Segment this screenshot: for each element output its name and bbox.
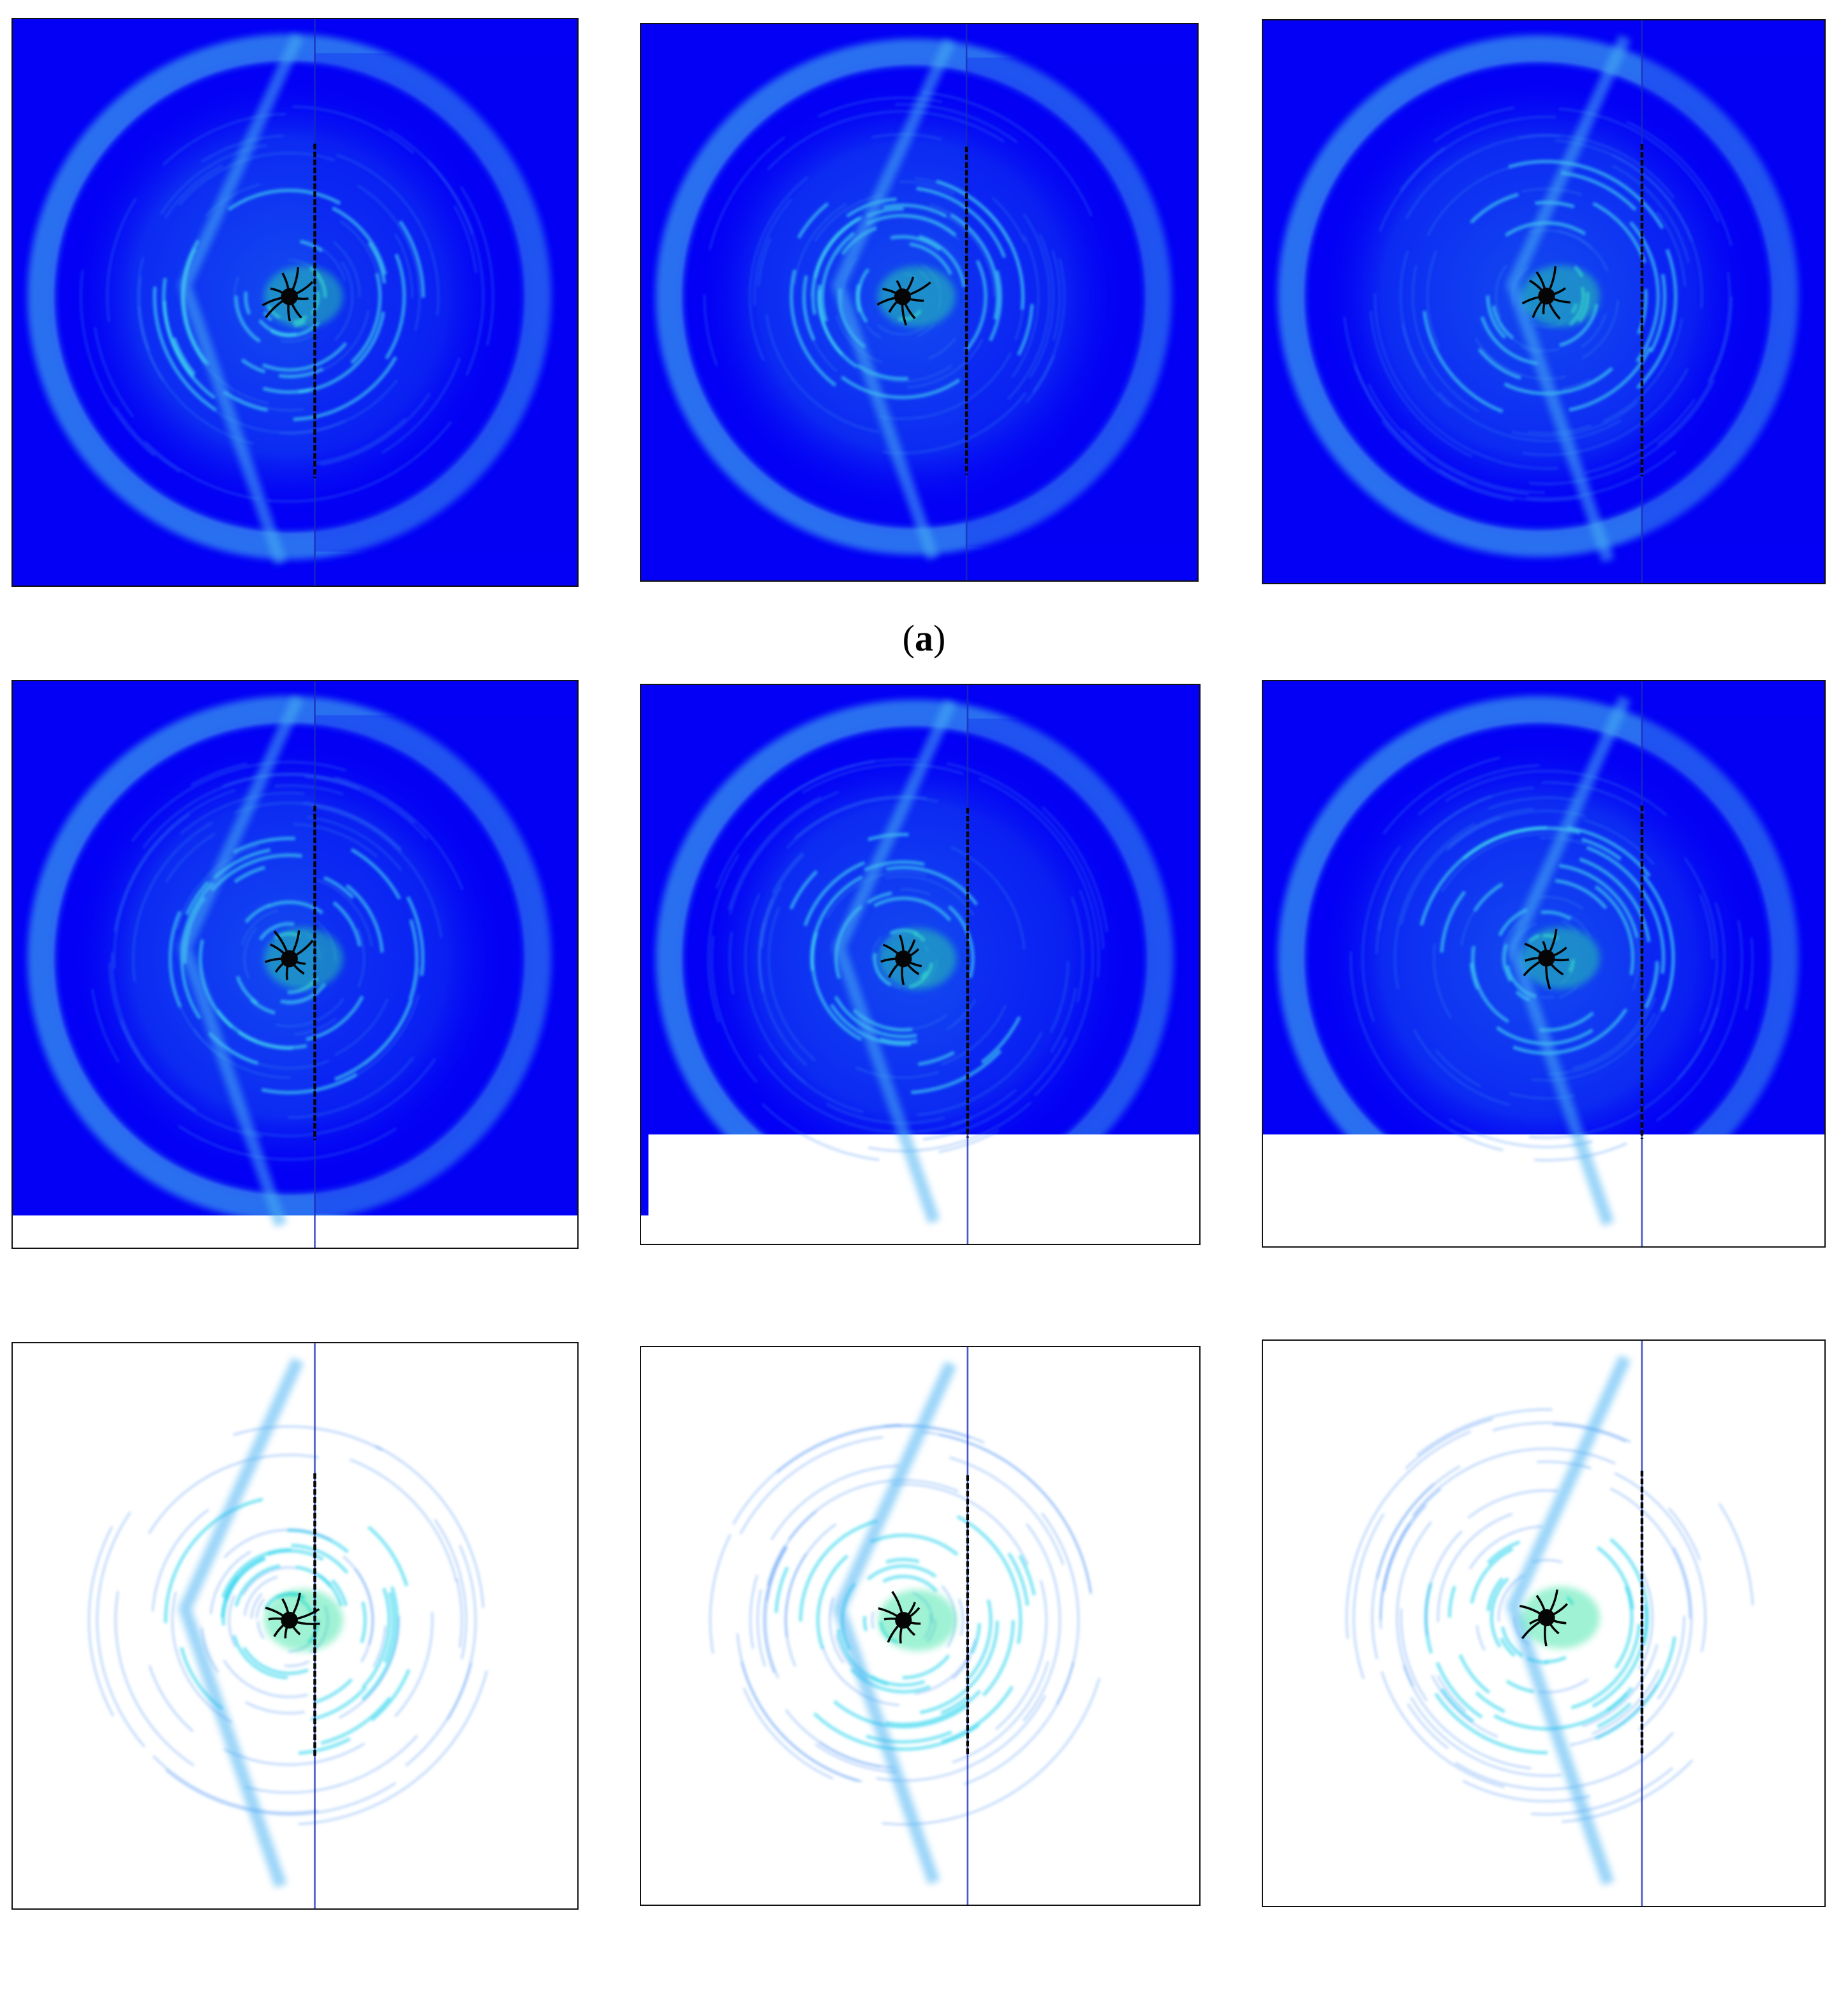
wave-field-svg <box>1263 1341 1824 1906</box>
highlight-zone <box>264 1589 343 1651</box>
panel-c-2 <box>641 1347 1199 1905</box>
highlight-zone <box>1521 265 1600 327</box>
panel-a-1 <box>13 19 577 586</box>
caption-b: (b) <box>0 1278 1848 1323</box>
panel-b-3 <box>1263 681 1824 1246</box>
highlight-zone <box>264 265 343 328</box>
panel-c-1 <box>13 1343 577 1908</box>
wave-field-svg <box>641 1347 1199 1905</box>
wave-field-svg <box>641 685 1199 1244</box>
wave-field-svg <box>13 1343 577 1908</box>
wave-field-svg <box>13 681 577 1248</box>
panel-b-1 <box>13 681 577 1248</box>
caption-c: (c) <box>0 1940 1848 1985</box>
panel-a-3 <box>1263 20 1824 583</box>
wave-field-svg <box>1263 20 1824 583</box>
panel-b-2 <box>641 685 1199 1244</box>
panel-c-3 <box>1263 1341 1824 1906</box>
highlight-zone <box>878 266 956 327</box>
wave-field-svg <box>641 24 1197 580</box>
panel-a-2 <box>641 24 1197 580</box>
wave-field-svg <box>1263 681 1824 1246</box>
caption-a: (a) <box>0 616 1848 661</box>
highlight-zone <box>878 1590 957 1651</box>
highlight-zone <box>1521 1586 1600 1648</box>
wave-field-svg <box>13 19 577 586</box>
